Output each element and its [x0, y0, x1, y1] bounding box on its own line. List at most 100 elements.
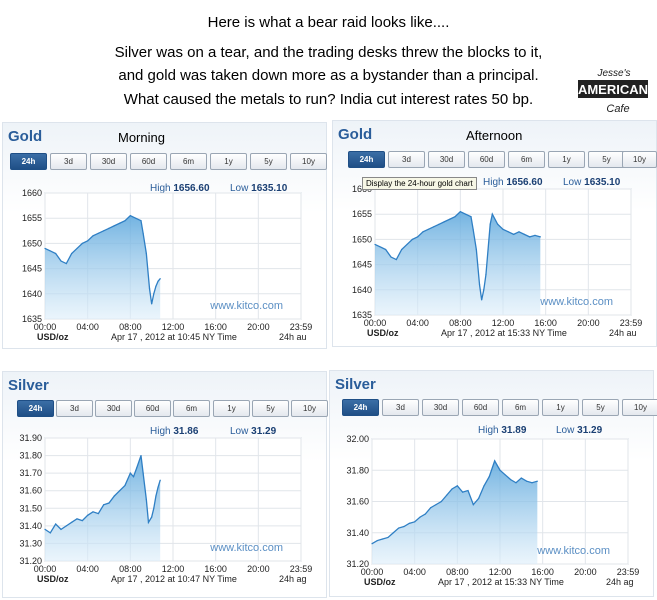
price-point — [44, 247, 46, 250]
price-point — [520, 477, 522, 479]
tab-60d[interactable]: 60d — [462, 399, 499, 416]
x-tick-label: 20:00 — [577, 318, 600, 328]
tab-5y[interactable]: 5y — [252, 400, 289, 417]
tab-1y[interactable]: 1y — [213, 400, 250, 417]
y-tick-label: 31.70 — [19, 468, 42, 478]
x-tick-label: 08:00 — [119, 322, 142, 332]
price-point — [497, 223, 499, 225]
price-point — [392, 532, 394, 534]
tab-60d[interactable]: 60d — [130, 153, 167, 170]
price-point — [113, 495, 115, 497]
tab-3d[interactable]: 3d — [50, 153, 87, 170]
y-tick-label: 31.40 — [19, 521, 42, 531]
price-point — [376, 539, 378, 542]
price-point — [427, 228, 429, 230]
price-point — [87, 514, 89, 516]
tab-30d[interactable]: 30d — [422, 399, 459, 416]
price-point — [534, 234, 536, 236]
tab-3d[interactable]: 3d — [56, 400, 93, 417]
price-point — [446, 494, 448, 496]
tab-30d[interactable]: 30d — [428, 151, 465, 168]
tab-1y[interactable]: 1y — [542, 399, 579, 416]
chart-suffix: 24h au — [609, 328, 637, 338]
tab-6m[interactable]: 6m — [173, 400, 210, 417]
x-tick-label: 16:00 — [534, 318, 557, 328]
price-point — [81, 519, 83, 522]
price-point — [148, 288, 151, 290]
timestamp: Apr 17 , 2012 at 10:47 NY Time — [111, 574, 237, 584]
tab-30d[interactable]: 30d — [90, 153, 127, 170]
panel-metal-title: Silver — [335, 376, 376, 393]
tab-1y[interactable]: 1y — [548, 151, 585, 168]
low-readout: Low 1635.10 — [563, 177, 621, 188]
tab-24h[interactable]: 24h — [342, 399, 379, 416]
price-point — [379, 246, 381, 248]
caption-line-3: and gold was taken down more as a bystan… — [118, 67, 539, 84]
tab-10y[interactable]: 10y — [622, 399, 657, 416]
price-point — [499, 469, 501, 471]
tab-5y[interactable]: 5y — [582, 399, 619, 416]
price-point — [518, 231, 520, 233]
high-readout: High 1656.60 — [150, 183, 210, 194]
price-point — [395, 258, 397, 261]
x-tick-label: 00:00 — [361, 567, 384, 577]
x-tick-label: 23:59 — [617, 567, 640, 577]
silver-afternoon-panel: Silver 24h 3d 30d 60d 6m 1y 5y 10y High … — [329, 370, 657, 597]
price-line — [371, 459, 538, 545]
x-tick-label: 12:00 — [162, 564, 185, 574]
price-point — [132, 476, 135, 478]
price-point — [401, 248, 403, 251]
tab-60d[interactable]: 60d — [134, 400, 171, 417]
y-tick-label: 1635 — [22, 314, 42, 324]
tab-3d[interactable]: 3d — [388, 151, 425, 168]
price-point — [124, 484, 126, 487]
watermark: www.kitco.com — [539, 296, 613, 308]
tab-60d[interactable]: 60d — [468, 151, 505, 168]
y-tick-label: 31.60 — [19, 486, 42, 496]
price-point — [151, 303, 153, 305]
tab-24h[interactable]: 24h — [17, 400, 54, 417]
tab-30d[interactable]: 30d — [95, 400, 132, 417]
price-point — [135, 217, 137, 219]
price-point — [44, 528, 46, 530]
price-point — [510, 479, 512, 481]
tab-6m[interactable]: 6m — [508, 151, 545, 168]
panel-metal-title: Gold — [8, 128, 43, 145]
tab-10y[interactable]: 10y — [622, 151, 657, 168]
price-point — [60, 528, 62, 530]
y-tick-label: 1650 — [352, 234, 372, 244]
price-point — [494, 460, 496, 462]
price-point — [456, 485, 458, 487]
price-point — [136, 467, 138, 469]
y-tick-label: 31.60 — [346, 497, 369, 507]
x-tick-label: 04:00 — [406, 318, 429, 328]
tab-3d[interactable]: 3d — [382, 399, 419, 416]
price-point — [531, 482, 533, 484]
x-tick-label: 20:00 — [247, 322, 270, 332]
tab-10y[interactable]: 10y — [291, 400, 328, 417]
price-point — [113, 225, 115, 227]
watermark: www.kitco.com — [209, 542, 283, 554]
tab-24h[interactable]: 24h — [10, 153, 47, 170]
tab-1y[interactable]: 1y — [210, 153, 247, 170]
caption-line-1: Here is what a bear raid looks like.... — [207, 14, 450, 31]
tab-5y[interactable]: 5y — [588, 151, 625, 168]
unit-label: USD/oz — [367, 328, 399, 338]
price-point — [108, 502, 110, 504]
y-tick-label: 1655 — [22, 213, 42, 223]
price-point — [481, 299, 483, 301]
logo-line-3: Cafe — [606, 103, 629, 115]
y-tick-label: 1640 — [22, 289, 42, 299]
tab-6m[interactable]: 6m — [170, 153, 207, 170]
tab-10y[interactable]: 10y — [290, 153, 327, 170]
tab-6m[interactable]: 6m — [502, 399, 539, 416]
high-readout: High 31.86 — [150, 426, 199, 437]
tab-24h[interactable]: 24h — [348, 151, 385, 168]
price-point — [398, 527, 400, 529]
price-point — [49, 250, 51, 252]
price-point — [371, 543, 373, 545]
price-point — [76, 247, 78, 250]
silver-afternoon-chart: 00:00 04:00 08:00 12:00 16:00 20:00 23:59 31.20… — [346, 434, 640, 587]
tab-5y[interactable]: 5y — [250, 153, 287, 170]
gold-morning-panel: Gold Morning 24h 3d 30d 60d 6m 1y 5y 10y… — [2, 122, 327, 349]
